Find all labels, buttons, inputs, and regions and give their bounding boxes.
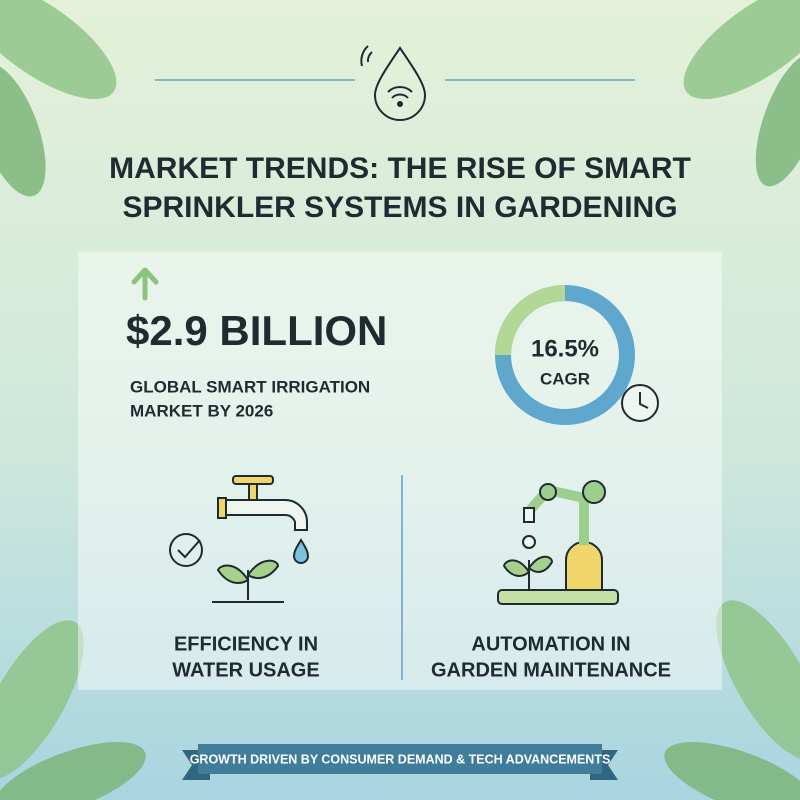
- title-line: MARKET TRENDS: THE RISE OF SMART: [109, 152, 691, 185]
- cagr-donut: [495, 285, 635, 425]
- title-line: SPRINKLER SYSTEMS IN GARDENING: [122, 191, 677, 224]
- stat-description: GLOBAL SMART IRRIGATION: [130, 377, 370, 396]
- feature-text: WATER USAGE: [172, 659, 319, 681]
- banner-ribbon: [182, 744, 618, 780]
- top-ornament: [155, 45, 635, 121]
- stat-value: $2.9 BILLION: [126, 307, 387, 354]
- feature-text: GARDEN MAINTENANCE: [431, 659, 671, 681]
- clock-icon: [621, 384, 659, 422]
- cagr-label: CAGR: [540, 369, 590, 388]
- feature-text: EFFICIENCY IN: [174, 633, 318, 655]
- banner-text: GROWTH DRIVEN BY CONSUMER DEMAND & TECH …: [190, 752, 611, 766]
- cagr-value: 16.5%: [531, 335, 599, 362]
- stat-description: MARKET BY 2026: [130, 401, 273, 420]
- feature-text: AUTOMATION IN: [471, 633, 630, 655]
- robot-arm-icon: [497, 480, 619, 605]
- up-arrow: [131, 267, 159, 301]
- faucet-icon: [169, 475, 310, 603]
